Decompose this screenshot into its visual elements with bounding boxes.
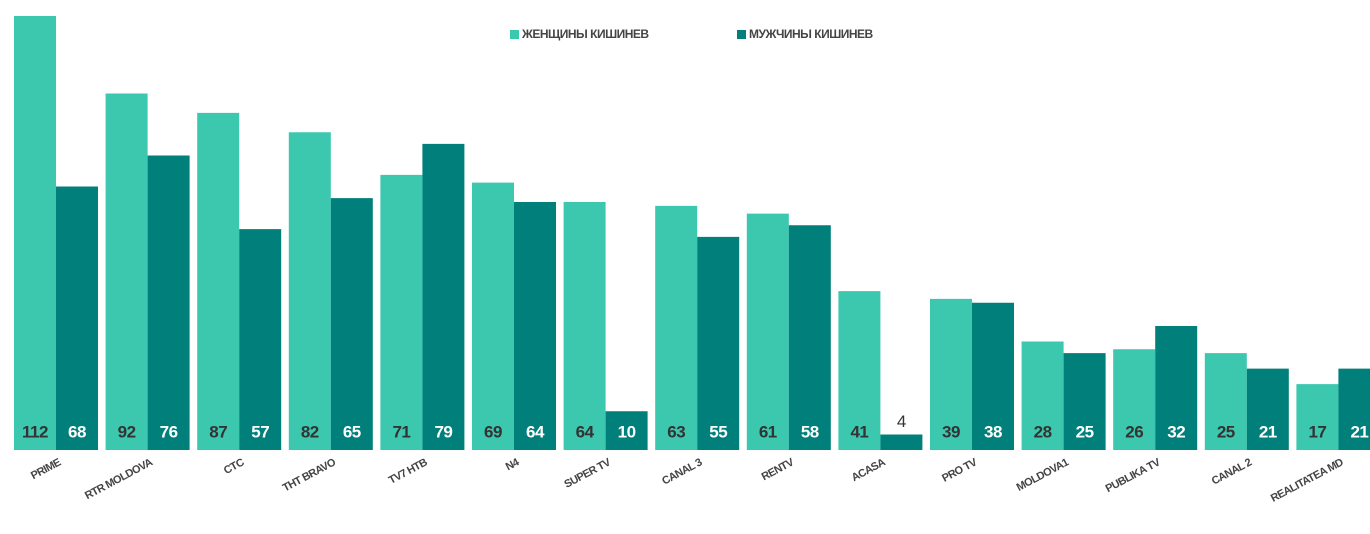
value-label: 25 xyxy=(1217,422,1235,441)
legend-swatch xyxy=(510,30,519,39)
bar xyxy=(930,298,972,450)
value-label: 21 xyxy=(1350,422,1368,441)
bar xyxy=(1296,384,1339,450)
bar xyxy=(330,198,373,450)
bar xyxy=(746,213,789,450)
x-tick-label: REALITATEA MD xyxy=(1269,456,1346,504)
x-tick-label: THT BRAVO xyxy=(281,456,339,494)
x-tick-label: ACASA xyxy=(850,456,888,484)
value-label: 25 xyxy=(1076,422,1094,441)
value-label: 4 xyxy=(897,412,906,431)
bar xyxy=(380,174,423,450)
bar xyxy=(422,143,465,450)
value-label: 26 xyxy=(1125,422,1143,441)
value-label: 55 xyxy=(709,422,727,441)
bar xyxy=(880,434,923,450)
legend-label: ЖЕНЩИНЫ КИШИНЕВ xyxy=(521,27,649,41)
bar xyxy=(1246,368,1289,450)
legend-swatch xyxy=(737,30,746,39)
value-label: 63 xyxy=(667,422,685,441)
value-label: 82 xyxy=(301,422,319,441)
x-tick-label: PRO TV xyxy=(940,456,980,485)
x-tick-label: PRIME xyxy=(29,456,63,482)
bar xyxy=(697,236,740,450)
bar xyxy=(239,229,282,450)
value-label: 57 xyxy=(251,422,269,441)
x-tick-label: RENTV xyxy=(760,456,797,483)
bar xyxy=(1021,341,1064,450)
value-label: 17 xyxy=(1308,422,1326,441)
value-label: 71 xyxy=(392,422,410,441)
value-label: 87 xyxy=(209,422,227,441)
bar xyxy=(56,186,98,450)
bar xyxy=(1063,353,1106,450)
bar xyxy=(972,302,1014,450)
x-tick-label: CANAL 2 xyxy=(1210,456,1254,487)
value-label: 28 xyxy=(1034,422,1052,441)
value-label: 38 xyxy=(984,422,1002,441)
value-label: 32 xyxy=(1167,422,1185,441)
bar xyxy=(1338,368,1370,450)
value-label: 68 xyxy=(68,422,86,441)
bar xyxy=(197,112,240,450)
bar xyxy=(147,155,190,450)
bar xyxy=(1113,349,1156,450)
value-label: 64 xyxy=(526,422,545,441)
value-label: 76 xyxy=(160,422,178,441)
bar xyxy=(514,202,556,450)
bar xyxy=(1204,353,1247,450)
bar xyxy=(655,205,698,450)
bar xyxy=(472,182,514,450)
x-tick-label: TV7 HTB xyxy=(387,456,430,486)
value-label: 10 xyxy=(618,422,636,441)
value-label: 64 xyxy=(576,422,595,441)
x-tick-label: CANAL 3 xyxy=(660,456,704,487)
x-tick-label: PUBLIKA TV xyxy=(1104,456,1163,495)
bar xyxy=(14,16,56,450)
legend-label: МУЖЧИНЫ КИШИНЕВ xyxy=(749,27,874,41)
value-label: 21 xyxy=(1259,422,1277,441)
x-tick-label: N4 xyxy=(504,456,522,473)
value-label: 69 xyxy=(484,422,502,441)
x-tick-label: CTC xyxy=(222,456,247,477)
value-label: 112 xyxy=(22,422,48,441)
value-label: 39 xyxy=(942,422,960,441)
value-label: 61 xyxy=(759,422,777,441)
bar xyxy=(563,202,606,450)
value-label: 92 xyxy=(118,422,136,441)
bar xyxy=(1155,326,1198,450)
x-tick-label: SUPER TV xyxy=(562,456,613,491)
bar xyxy=(788,225,831,450)
value-label: 65 xyxy=(343,422,361,441)
value-label: 41 xyxy=(850,422,868,441)
bar xyxy=(605,411,648,450)
x-tick-label: MOLDOVA1 xyxy=(1015,456,1071,493)
x-tick-label: RTR MOLDOVA xyxy=(83,456,155,502)
bar xyxy=(838,291,881,450)
bar xyxy=(105,93,148,450)
value-label: 79 xyxy=(434,422,452,441)
value-label: 58 xyxy=(801,422,819,441)
bar xyxy=(288,132,331,450)
